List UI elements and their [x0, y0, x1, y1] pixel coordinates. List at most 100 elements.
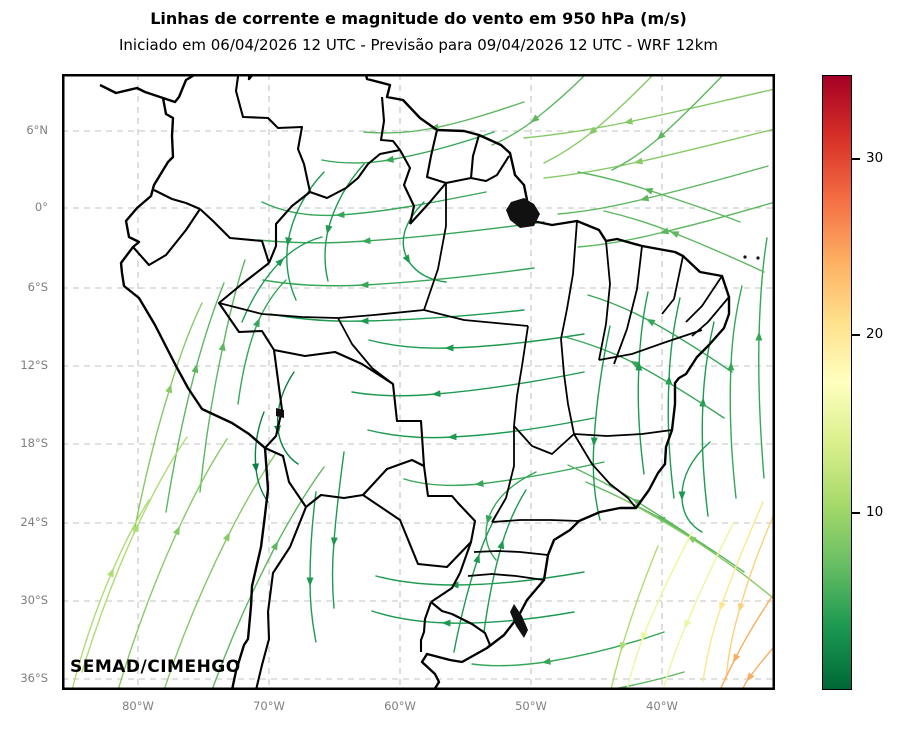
streamline [699, 321, 715, 517]
streamline [727, 285, 743, 499]
streamline [371, 610, 575, 627]
lat-tick-label: 0° [34, 200, 48, 214]
streamline [285, 171, 325, 301]
streamline [367, 417, 595, 441]
streamline-map-canvas [62, 74, 775, 690]
streamline [564, 336, 725, 419]
streamline [403, 461, 605, 488]
streamline [237, 279, 287, 405]
streamline [81, 436, 188, 673]
country-border [469, 134, 481, 179]
streamline [199, 259, 246, 493]
country-border [234, 74, 312, 193]
streamline [543, 74, 655, 164]
figure-title: Linhas de corrente e magnitude do vento … [150, 9, 687, 28]
country-border [399, 149, 416, 225]
streamline [163, 452, 277, 690]
state-border [491, 426, 515, 523]
streamline [577, 171, 741, 223]
island-dot [743, 255, 747, 259]
state-border [423, 309, 529, 327]
colorbar-tick-label: 10 [866, 504, 884, 520]
colorbar-tick-mark [852, 334, 860, 336]
country-border [264, 349, 284, 449]
streamline [603, 210, 765, 273]
lat-tick-label: 6°N [26, 123, 48, 137]
colorbar-tick-label: 20 [866, 326, 884, 342]
lon-tick-label: 50°W [515, 699, 547, 713]
streamline [665, 297, 681, 499]
lat-tick-label: 12°S [20, 358, 48, 372]
streamline [330, 451, 345, 609]
state-border [573, 433, 637, 509]
state-border [613, 245, 643, 365]
streamline [755, 237, 768, 479]
colorbar-tick-mark [852, 512, 860, 514]
streamline [252, 411, 269, 503]
streamline [587, 294, 733, 373]
map-layers [62, 74, 775, 690]
state-border [598, 329, 703, 361]
streamline [577, 201, 775, 248]
streamline [585, 481, 745, 573]
state-border [560, 220, 578, 340]
state-border [473, 550, 549, 556]
lat-tick-label: 36°S [20, 671, 48, 685]
streamline [590, 325, 611, 521]
country-border [430, 601, 492, 649]
country-border [264, 447, 307, 508]
state-border [513, 425, 575, 455]
streamline [603, 671, 685, 690]
lon-tick-label: 60°W [384, 699, 416, 713]
country-border [419, 601, 432, 652]
streamline [678, 441, 711, 533]
streamline [165, 282, 225, 513]
state-border [685, 275, 723, 323]
country-border [305, 493, 364, 508]
streamline [523, 88, 775, 139]
state-border [560, 338, 575, 435]
state-border [337, 317, 394, 385]
streamline [269, 309, 525, 325]
streamline [491, 74, 587, 146]
state-border [691, 296, 730, 337]
country-border [425, 129, 447, 185]
streamline [543, 128, 775, 179]
streamline [351, 371, 585, 398]
water-body [276, 408, 284, 418]
country-border [309, 148, 401, 200]
lon-tick-label: 40°W [646, 699, 678, 713]
state-border [598, 240, 611, 361]
streamline [485, 471, 537, 561]
country-border [153, 189, 201, 210]
country-border [362, 465, 477, 569]
streamline [321, 131, 495, 164]
colorbar [822, 75, 852, 690]
state-border [573, 429, 673, 437]
country-border [430, 541, 472, 603]
map-frame-border [62, 74, 775, 690]
map-panel: SEMAD/CIMEHGO [62, 74, 775, 690]
streamline [741, 645, 775, 690]
streamline [719, 591, 775, 690]
state-border [423, 183, 447, 311]
streamline [610, 545, 659, 690]
country-border [217, 262, 275, 351]
lat-tick-label: 30°S [20, 593, 48, 607]
streamline [306, 491, 317, 643]
streamline [363, 101, 525, 134]
water-body [510, 604, 528, 638]
streamline [557, 165, 769, 215]
country-border [254, 506, 307, 690]
coastline [99, 74, 731, 690]
lon-tick-label: 70°W [253, 699, 285, 713]
streamline [375, 571, 585, 589]
country-border [379, 96, 401, 151]
colorbar-tick-mark [852, 158, 860, 160]
country-border [409, 155, 510, 225]
streamline [626, 531, 693, 690]
colorbar-gradient [823, 76, 851, 689]
lat-tick-label: 18°S [20, 436, 48, 450]
streamline [71, 499, 150, 690]
